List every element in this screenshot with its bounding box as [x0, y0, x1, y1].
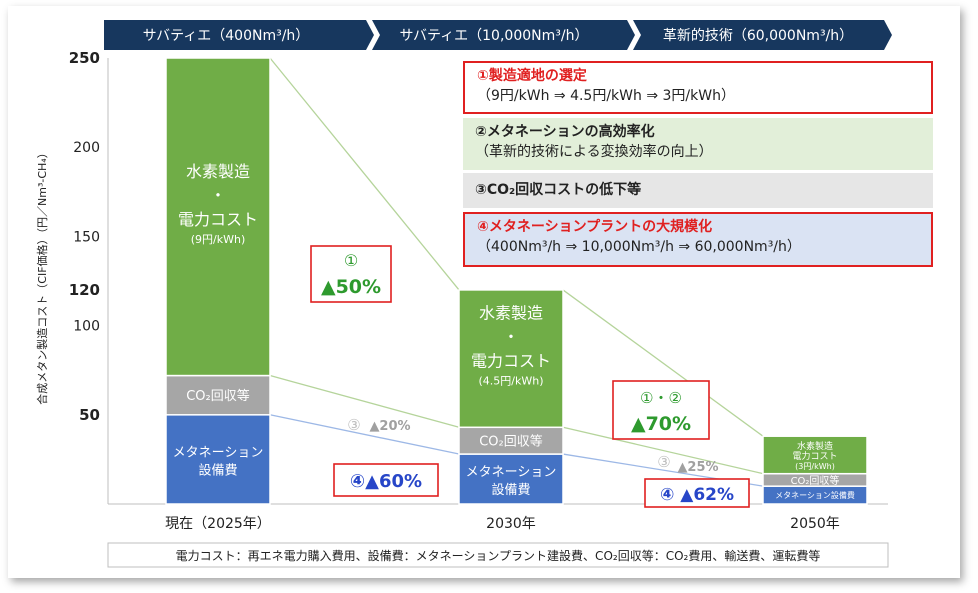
y-tick-label: 250: [69, 49, 100, 67]
bar-segment: [458, 426, 564, 455]
bar-label-hydrogen: 電力コスト: [178, 210, 258, 229]
y-axis-label: 合成メタン製造コスト（CIF価格）（円／Nm³-CH₄）: [35, 147, 49, 404]
factor-1-sub: （9円/kWh ⇒ 4.5円/kWh ⇒ 3円/kWh）: [477, 88, 735, 104]
x-tick-label: 2050年: [790, 516, 840, 532]
trend-line: [269, 414, 460, 455]
svg-text:③: ③: [657, 453, 670, 471]
trend-line: [562, 289, 764, 437]
bar-label-hydrogen: 水素製造: [479, 304, 543, 323]
factor-4-sub: （400Nm³/h ⇒ 10,000Nm³/h ⇒ 60,000Nm³/h）: [477, 239, 801, 255]
factor-4-title: ④メタネーションプラントの大規模化: [477, 219, 713, 235]
annotation-a2: ③ ▲20%: [347, 416, 410, 434]
bar-label-methanation: メタネーション: [466, 465, 557, 480]
y-tick-label: 120: [69, 281, 100, 299]
factor-2: ②メタネーションの高効率化 （革新的技術による変換効率の向上）: [463, 118, 933, 170]
bar-label-hydrogen: ・: [503, 328, 519, 347]
trend-line: [562, 426, 764, 475]
bar-label-co2: CO₂回収等: [791, 474, 840, 487]
bar-segment: [165, 57, 271, 377]
factor-1: ①製造適地の選定 （9円/kWh ⇒ 4.5円/kWh ⇒ 3円/kWh）: [463, 61, 933, 114]
factor-3: ③CO₂回収コストの低下等: [463, 173, 933, 208]
phase-label-3: 革新的技術（60,000Nm³/h）: [663, 28, 853, 44]
footnote-text: 電力コスト：再エネ電力購入費用、設備費：メタネーションプラント建設費、CO₂回収…: [176, 548, 821, 563]
chart-figure: サバティエ（400Nm³/h） サバティエ（10,000Nm³/h） 革新的技術…: [8, 6, 960, 578]
svg-text:①: ①: [344, 251, 358, 270]
svg-text:▲20%: ▲20%: [369, 419, 410, 434]
annotation-a6: ④ ▲62%: [644, 478, 750, 508]
svg-text:③: ③: [347, 416, 360, 434]
svg-text:▲50%: ▲50%: [321, 276, 381, 298]
x-tick-label: 現在（2025年）: [165, 516, 271, 532]
bar-label-unit-price: (3円/kWh): [795, 462, 835, 471]
svg-text:①・②: ①・②: [640, 389, 682, 407]
svg-text:▲25%: ▲25%: [677, 460, 718, 475]
factor-2-sub: （革新的技術による変換効率の向上）: [475, 144, 713, 160]
svg-text:④▲60%: ④▲60%: [350, 471, 422, 492]
phase-banner-1: [104, 20, 374, 50]
y-tick-label: 200: [73, 140, 100, 156]
svg-text:▲70%: ▲70%: [631, 413, 691, 435]
y-tick-label: 100: [73, 319, 100, 335]
bar-label-hydrogen: 水素製造: [797, 440, 833, 452]
phase-label-2: サバティエ（10,000Nm³/h）: [400, 28, 589, 44]
phase-banner-3: [633, 20, 892, 50]
bar-label-hydrogen: 電力コスト: [471, 352, 551, 371]
bar-label-methanation: 設備費: [198, 462, 237, 478]
phase-banner-2: [372, 20, 635, 50]
bar-label-hydrogen: 水素製造: [186, 162, 250, 181]
bar-label-methanation: メタネーション設備費: [775, 490, 855, 500]
bar-segment: [762, 435, 868, 475]
bar-label-methanation: 設備費: [491, 482, 530, 498]
factor-4: ④メタネーションプラントの大規模化 （400Nm³/h ⇒ 10,000Nm³/…: [463, 212, 933, 267]
bar-label-co2: CO₂回収等: [186, 388, 250, 404]
x-tick-label: 2030年: [486, 516, 536, 532]
trend-line: [269, 57, 460, 291]
bar-segment: [458, 453, 564, 505]
bar-label-hydrogen: 電力コスト: [792, 450, 837, 462]
factor-1-title: ①製造適地の選定: [477, 68, 587, 84]
factor-2-title: ②メタネーションの高効率化: [475, 124, 655, 140]
factor-3-title: ③CO₂回収コストの低下等: [475, 182, 642, 198]
bar-label-unit-price: (4.5円/kWh): [478, 375, 543, 388]
y-tick-label: 50: [79, 406, 100, 424]
annotation-a5: ③ ▲25%: [657, 453, 718, 475]
chart-canvas: サバティエ（400Nm³/h） サバティエ（10,000Nm³/h） 革新的技術…: [35, 20, 892, 568]
trend-line: [269, 374, 460, 428]
footnote-box: [107, 542, 889, 568]
annotation-a3: ④▲60%: [333, 463, 439, 497]
bar-label-unit-price: (9円/kWh): [191, 233, 246, 246]
bar-label-methanation: メタネーション: [173, 445, 264, 460]
bar-segment: [458, 289, 564, 429]
annotation-a4: ①・② ▲70%: [612, 380, 710, 440]
phase-label-1: サバティエ（400Nm³/h）: [143, 28, 310, 44]
y-tick-label: 150: [73, 229, 100, 245]
bar-label-hydrogen: ・: [210, 186, 226, 205]
annotation-a1: ① ▲50%: [310, 245, 392, 303]
svg-text:④ ▲62%: ④ ▲62%: [660, 485, 734, 505]
bar-label-co2: CO₂回収等: [479, 434, 543, 450]
